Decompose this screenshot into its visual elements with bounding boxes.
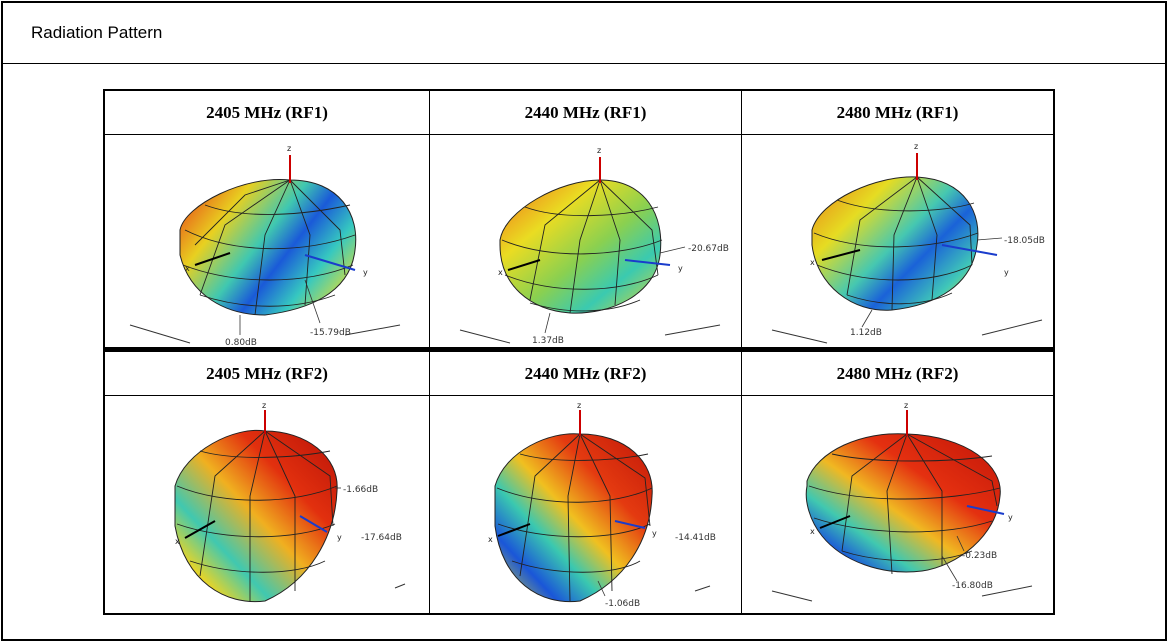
pattern-lobe [811,176,979,311]
y-axis-label: y [337,533,342,542]
y-axis-label: y [652,529,657,538]
header-2405-rf2: 2405 MHz (RF2) [105,352,430,396]
gain-label-max: 0.80dB [225,338,257,348]
x-axis-label: x [498,268,503,277]
x-axis-label: x [810,527,815,536]
header-2480-rf1: 2480 MHz (RF1) [742,91,1053,135]
header-2405-rf1: 2405 MHz (RF1) [105,91,430,135]
z-axis-label: z [577,401,581,410]
gain-label-max: 1.12dB [850,328,882,338]
pattern-mesh [808,433,1001,575]
plot-2480-rf1: z x y -18.05dB 1.12dB [742,135,1053,348]
z-axis-label: z [914,142,918,151]
z-axis-label: z [597,146,601,155]
gain-label-min: -16.80dB [952,581,993,591]
row-separator [105,348,1053,352]
x-axis-line [194,252,231,266]
plot-2405-rf2: z x y -1.66dB -17.64dB [105,396,430,613]
pattern-lobe [179,178,357,316]
pattern-mesh [176,430,338,601]
gain-label-min: -18.05dB [1004,236,1045,246]
y-axis-label: y [1008,513,1013,522]
gain-label-max: -1.66dB [343,485,378,495]
plot-2440-rf1: z x y -20.67dB 1.37dB [430,135,742,348]
gain-label-min: -17.64dB [361,533,402,543]
z-axis-label: z [904,401,908,410]
x-axis-label: x [488,535,493,544]
gain-label-min: -15.79dB [310,328,351,338]
y-axis-label: y [363,268,368,277]
plot-2405-rf1: z x y 0.80dB -15.79dB [105,135,430,348]
pattern-mesh [182,179,356,316]
plot-2440-rf2: z x y -14.41dB -1.06dB [430,396,742,613]
pattern-mesh [813,176,979,311]
x-axis-label: x [175,537,180,546]
section-header: Radiation Pattern [3,3,1165,64]
header-2440-rf2: 2440 MHz (RF2) [430,352,742,396]
y-axis-label: y [1004,268,1009,277]
pattern-mesh [501,179,663,314]
gain-label-max: -1.06dB [605,599,640,609]
floor-line [344,324,401,336]
header-2440-rf1: 2440 MHz (RF1) [430,91,742,135]
section-title: Radiation Pattern [31,23,163,42]
x-axis-label: x [185,264,190,273]
y-axis-label: y [678,264,683,273]
z-axis-label: z [262,401,266,410]
floor-line [129,324,191,344]
header-2480-rf2: 2480 MHz (RF2) [742,352,1053,396]
pattern-lobe [174,429,338,603]
pattern-lobe [494,433,653,603]
x-axis-label: x [810,258,815,267]
z-axis-label: z [287,144,291,153]
y-axis-line [304,254,356,271]
gain-label-min: -14.41dB [675,533,716,543]
pattern-lobe [499,179,662,314]
pattern-lobe [805,433,1001,573]
gain-label-max: 1.37dB [532,336,564,346]
gain-label-min: -20.67dB [688,244,729,254]
radiation-pattern-table: 2405 MHz (RF1) 2440 MHz (RF1) 2480 MHz (… [103,89,1055,615]
plot-2480-rf2: z x y -0.23dB -16.80dB [742,396,1053,613]
gain-label-max: -0.23dB [962,551,997,561]
